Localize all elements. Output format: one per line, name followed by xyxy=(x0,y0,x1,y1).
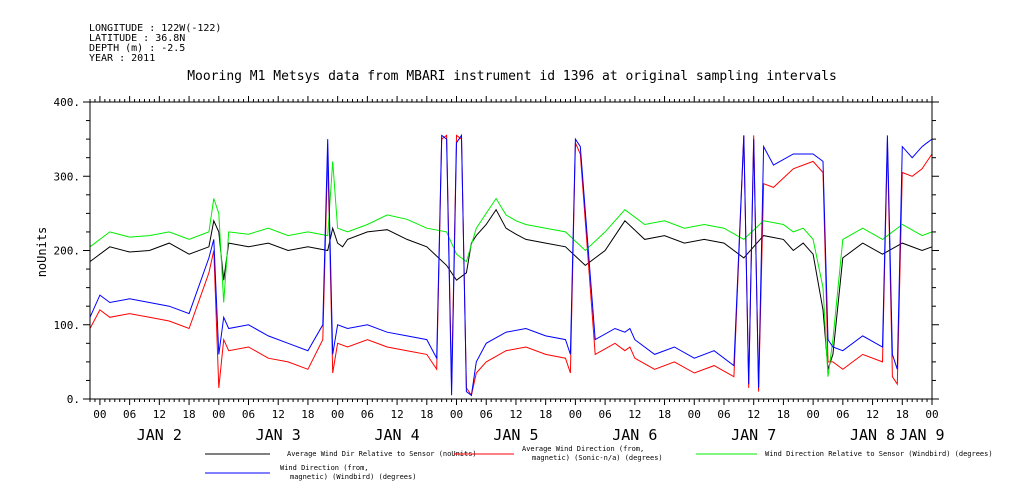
series-line-3 xyxy=(89,161,933,377)
series-line-4 xyxy=(89,133,933,397)
x-tick-label: 12 xyxy=(272,408,285,421)
x-tick-label: 18 xyxy=(182,408,195,421)
x-tick-label: 18 xyxy=(420,408,433,421)
x-tick-label: 00 xyxy=(331,408,344,421)
year-label: YEAR : 2011 xyxy=(89,53,155,64)
y-tick-label: 300. xyxy=(54,170,81,183)
x-tick-label: 00 xyxy=(569,408,582,421)
day-label: JAN 4 xyxy=(375,426,420,444)
x-tick-label: 06 xyxy=(717,408,730,421)
x-tick-label: 12 xyxy=(628,408,641,421)
series-layer xyxy=(89,133,933,397)
x-tick-label: 12 xyxy=(390,408,403,421)
y-tick-label: 200. xyxy=(54,245,81,258)
day-label: JAN 2 xyxy=(137,426,182,444)
longitude-label: LONGITUDE : 122W(-122) xyxy=(89,23,221,34)
x-tick-label: 06 xyxy=(598,408,611,421)
day-label: JAN 8 xyxy=(850,426,895,444)
day-label: JAN 9 xyxy=(899,426,944,444)
depth-label: DEPTH (m) : -2.5 xyxy=(89,43,185,54)
plot-frame xyxy=(89,101,933,400)
x-tick-label: 06 xyxy=(836,408,849,421)
x-tick-label: 06 xyxy=(361,408,374,421)
y-tick-label: 100. xyxy=(54,319,81,332)
legend-label-3: Wind Direction Relative to Sensor (Windb… xyxy=(765,450,993,458)
legend-label-4: Wind Direction (from, magnetic) (Windbird… xyxy=(280,464,416,481)
y-tick-label: 400. xyxy=(54,96,81,109)
x-tick-label: 18 xyxy=(539,408,552,421)
x-tick-label: 00 xyxy=(93,408,106,421)
chart-title: Mooring M1 Metsys data from MBARI instru… xyxy=(187,69,837,84)
legend-label-2: Average Wind Direction (from, magnetic) (… xyxy=(522,445,663,462)
x-tick-label: 00 xyxy=(925,408,938,421)
x-tick-label: 18 xyxy=(777,408,790,421)
x-tick-label: 06 xyxy=(123,408,136,421)
x-tick-label: 00 xyxy=(688,408,701,421)
x-tick-label: 12 xyxy=(866,408,879,421)
day-label: JAN 7 xyxy=(731,426,776,444)
day-label: JAN 6 xyxy=(612,426,657,444)
axes-layer: 0. 100. 200. 300. 400. 00 06 12 18 00 06 12 18 00 06 12… xyxy=(54,96,945,444)
series-line-2 xyxy=(89,134,933,397)
y-tick-label: 0. xyxy=(67,393,80,406)
legend-label-1: Average Wind Dir Relative to Sensor (noU… xyxy=(287,450,477,458)
x-tick-label: 00 xyxy=(212,408,225,421)
x-tick-label: 06 xyxy=(480,408,493,421)
x-tick-label: 00 xyxy=(450,408,463,421)
latitude-label: LATITUDE : 36.8N xyxy=(89,33,185,44)
x-tick-label: 12 xyxy=(509,408,522,421)
x-tick-label: 18 xyxy=(658,408,671,421)
x-tick-label: 18 xyxy=(896,408,909,421)
x-tick-label: 12 xyxy=(747,408,760,421)
x-tick-label: 12 xyxy=(153,408,166,421)
legend: Average Wind Dir Relative to Sensor (noU… xyxy=(205,445,993,481)
x-tick-label: 06 xyxy=(242,408,255,421)
y-axis-label: noUnits xyxy=(35,227,49,278)
x-tick-label: 00 xyxy=(807,408,820,421)
day-label: JAN 5 xyxy=(493,426,538,444)
day-label: JAN 3 xyxy=(256,426,301,444)
x-tick-label: 18 xyxy=(301,408,314,421)
